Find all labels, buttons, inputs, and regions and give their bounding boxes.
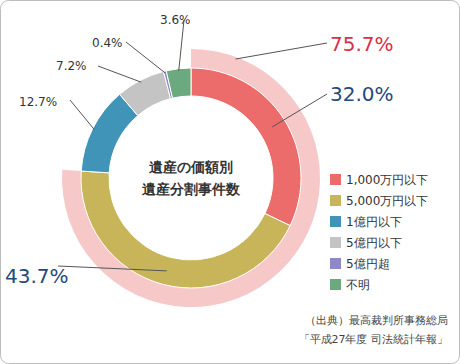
- legend-label: 5億円超: [346, 257, 390, 271]
- legend-swatch: [330, 174, 341, 185]
- leader-line: [70, 100, 94, 130]
- legend-swatch: [330, 279, 341, 290]
- leader-line: [179, 20, 184, 71]
- slice: [81, 171, 290, 288]
- data-label: 7.2%: [56, 59, 87, 73]
- chart: 32.0% 43.7% 12.7% 7.2% 0.4% 3.6% 75.7% 遺産の価額別遺産…: [0, 0, 460, 364]
- leader-line: [58, 266, 167, 271]
- data-label: 3.6%: [160, 13, 191, 27]
- data-label: 32.0%: [330, 82, 394, 106]
- data-label: 12.7%: [19, 95, 57, 109]
- data-label: 43.7%: [5, 264, 69, 288]
- leader-line: [236, 43, 327, 59]
- slice: [166, 68, 191, 98]
- source: （出典）最高裁判所事務総局「平成27年度 司法統計年報」: [299, 314, 449, 346]
- leader-line: [272, 94, 327, 127]
- legend-label: 5億円以下: [346, 236, 402, 250]
- legend-swatch: [330, 258, 341, 269]
- outer-ring-label: 75.7%: [330, 32, 394, 56]
- legend-swatch: [330, 216, 341, 227]
- title-line: 遺産の価額別: [148, 159, 233, 175]
- data-labels: 32.0% 43.7% 12.7% 7.2% 0.4% 3.6% 75.7%: [5, 13, 394, 288]
- frame: [1, 1, 460, 364]
- legend-label: 5,000万円以下: [346, 194, 428, 208]
- slice: [191, 68, 301, 226]
- legend-label: 1億円以下: [346, 215, 402, 229]
- legend-label: 1,000万円以下: [346, 173, 428, 187]
- legend-label: 不明: [346, 278, 370, 292]
- legend-swatch: [330, 195, 341, 206]
- legend: 1,000万円以下 5,000万円以下 1億円以下 5億円以下 5億円超不明: [330, 173, 428, 292]
- slice: [120, 71, 171, 115]
- leader-line: [98, 66, 141, 82]
- legend-swatch: [330, 237, 341, 248]
- source-line: （出典）最高裁判所事務総局: [305, 314, 448, 327]
- title: 遺産の価額別遺産分割事件数: [141, 159, 241, 197]
- title-line: 遺産分割事件数: [141, 181, 241, 197]
- source-line: 「平成27年度 司法統計年報」: [299, 333, 449, 346]
- leader-line: [126, 42, 165, 73]
- data-label: 0.4%: [92, 36, 123, 50]
